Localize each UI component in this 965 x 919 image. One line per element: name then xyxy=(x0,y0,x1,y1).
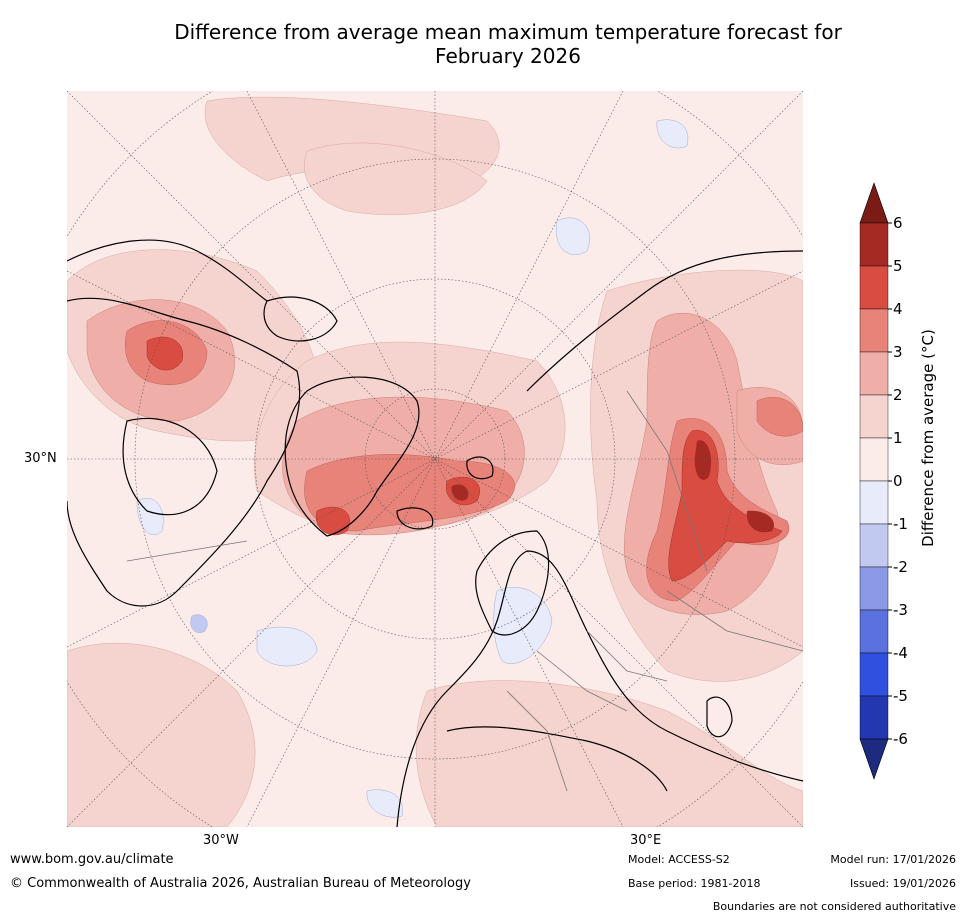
latitude-label: 30°N xyxy=(24,451,57,466)
coastline-greenland xyxy=(284,376,420,537)
coastline-iceland xyxy=(396,507,434,530)
colorbar-tick-label: -5 xyxy=(893,687,908,705)
anomaly-5-6-region xyxy=(694,440,712,480)
coastline-hudson-bay xyxy=(122,417,218,516)
colorbar-tick-label: 4 xyxy=(893,300,903,318)
colorbar-block-4-to-5 xyxy=(859,265,889,310)
colorbar-label: Difference from average (°C) xyxy=(919,329,937,547)
map-svg xyxy=(67,91,803,827)
colorbar-block-1-to-2 xyxy=(859,394,889,439)
country-border xyxy=(506,690,568,792)
anomaly-1-2-region xyxy=(415,680,803,827)
forecast-map xyxy=(67,91,803,827)
anomaly-1-2-region xyxy=(67,642,256,827)
coastlines xyxy=(67,239,803,827)
anomaly-m1-0-region xyxy=(656,119,689,149)
colorbar-tick-label: 1 xyxy=(893,429,903,447)
longitude-label-west: 30°W xyxy=(203,833,239,848)
coastline-alaska xyxy=(67,239,268,302)
colorbar-over-triangle xyxy=(859,182,889,224)
colorbar-block-m2-to-m1 xyxy=(859,523,889,568)
graticule xyxy=(67,91,803,827)
colorbar-tick-label: 3 xyxy=(893,343,903,361)
anomaly-5-6-layer xyxy=(451,440,775,533)
colorbar-tick-label: -1 xyxy=(893,515,908,533)
anomaly-m1-0-region xyxy=(366,789,404,818)
footer-base-period: Base period: 1981-2018 xyxy=(628,877,761,890)
coastline-mediterranean xyxy=(446,726,668,792)
colorbar-block-m4-to-m3 xyxy=(859,609,889,654)
anomaly-3-4-region xyxy=(756,397,803,437)
colorbar: 6 5 4 3 2 1 0 -1 -2 -3 -4 -5 -6 Difference from aver… xyxy=(859,182,937,780)
country-border xyxy=(536,650,628,712)
country-borders xyxy=(126,390,803,792)
anomaly-negative-layer xyxy=(136,119,689,818)
colorbar-tick-label: 2 xyxy=(893,386,903,404)
colorbar-tick-label: -4 xyxy=(893,644,908,662)
coastline-arctic-russia xyxy=(526,250,803,392)
title-line-1: Difference from average mean maximum tem… xyxy=(174,20,842,44)
colorbar-block-m6-to-m5 xyxy=(859,695,889,740)
anomaly-m2-m1-region xyxy=(190,614,208,633)
country-border xyxy=(666,590,803,652)
longitude-label-east: 30°E xyxy=(630,833,662,848)
colorbar-tick-label: -2 xyxy=(893,558,908,576)
coastline-scandinavia xyxy=(475,530,550,636)
coastline-europe xyxy=(396,550,803,827)
coastline-caspian xyxy=(706,696,733,738)
footer-url: www.bom.gov.au/climate xyxy=(10,852,174,867)
coastline-canada-islands xyxy=(263,296,338,342)
longitude-line xyxy=(67,270,803,648)
colorbar-block-5-to-6 xyxy=(859,222,889,267)
colorbar-tick-label: 5 xyxy=(893,257,903,275)
anomaly-5-6-region xyxy=(451,484,469,501)
country-border xyxy=(126,540,248,562)
country-border xyxy=(586,630,668,682)
footer-model: Model: ACCESS-S2 xyxy=(628,853,730,866)
colorbar-block-2-to-3 xyxy=(859,351,889,396)
colorbar-block-m1-to-0 xyxy=(859,480,889,525)
colorbar-block-0-to-1 xyxy=(859,437,889,482)
colorbar-tick-label: 0 xyxy=(893,472,903,490)
coastline-north-america xyxy=(67,297,301,607)
anomaly-5-6-region xyxy=(746,510,775,533)
colorbar-block-3-to-4 xyxy=(859,308,889,353)
latitude-circle xyxy=(254,278,616,640)
colorbar-tick-label: -3 xyxy=(893,601,908,619)
anomaly-m1-0-region xyxy=(256,626,318,667)
title-line-2: February 2026 xyxy=(435,44,581,68)
anomaly-4-5-region xyxy=(315,506,350,536)
colorbar-blocks xyxy=(859,182,889,780)
colorbar-block-m5-to-m4 xyxy=(859,652,889,697)
colorbar-ticks: 6 5 4 3 2 1 0 -1 -2 -3 -4 -5 -6 xyxy=(888,214,908,748)
colorbar-tick-label: 6 xyxy=(893,214,903,232)
anomaly-4-5-region xyxy=(146,336,184,371)
colorbar-block-m3-to-m2 xyxy=(859,566,889,611)
footer-boundaries-note: Boundaries are not considered authoritat… xyxy=(712,900,956,913)
anomaly-1-2-region xyxy=(304,142,488,215)
footer-model-run: Model run: 17/01/2026 xyxy=(830,853,956,866)
footer-issued: Issued: 19/01/2026 xyxy=(849,877,956,890)
colorbar-under-triangle xyxy=(859,738,889,780)
colorbar-tick-label: -6 xyxy=(893,730,908,748)
anomaly-m1-0-region xyxy=(555,217,590,255)
coastline-svalbard xyxy=(466,456,494,480)
chart-title: Difference from average mean maximum tem… xyxy=(0,20,965,68)
footer-copyright: © Commonwealth of Australia 2026, Austra… xyxy=(10,876,471,891)
country-border xyxy=(626,390,708,572)
